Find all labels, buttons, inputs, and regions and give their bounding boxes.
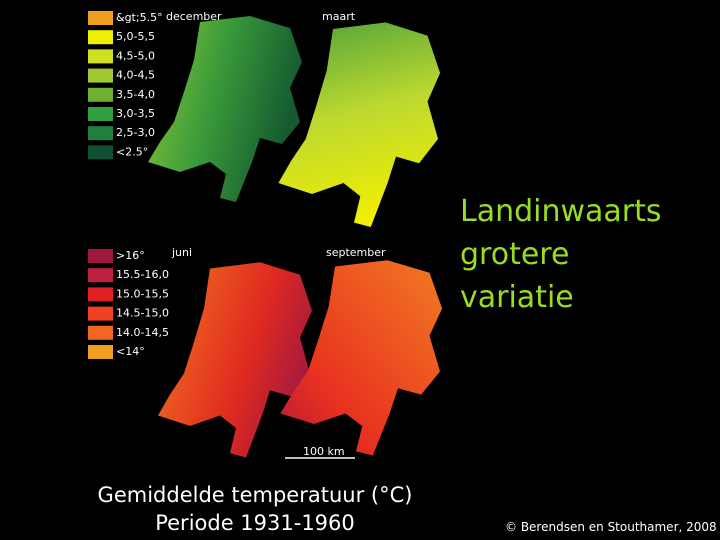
legend-swatch [88,325,113,340]
map-label: september [326,246,386,259]
legend-swatch [88,11,113,25]
legend-swatch [88,87,113,102]
legend-label: 4,0-4,5 [116,69,155,82]
legend-label: 2,5-3,0 [116,126,155,139]
map-label: juni [171,246,192,259]
legend-swatch [88,30,113,45]
legend-swatch [88,306,113,321]
side-text: Landinwaarts [460,194,662,229]
legend-label: >16° [116,249,145,262]
legend-swatch [88,107,113,121]
legend-swatch [88,268,113,283]
side-text: variatie [460,280,574,315]
legend-swatch [88,145,113,160]
side-text: grotere [460,237,569,272]
map-label: maart [322,10,356,23]
legend-label: 3,0-3,5 [116,107,155,120]
legend-label: &gt;5.5° [116,11,163,24]
map-december [148,16,302,202]
legend-swatch [88,126,113,141]
legend-swatch [88,287,113,302]
legend-swatch [88,345,113,359]
map-maart [278,22,441,228]
legend-label: <14° [116,345,145,358]
legend-swatch [88,49,113,64]
legend-label: 15.5-16,0 [116,268,169,281]
legend-label: 14.0-14,5 [116,326,169,339]
legend-label: 14.5-15,0 [116,307,169,320]
legend-label: 3,5-4,0 [116,88,155,101]
legend-swatch [88,249,113,263]
legend-label: 15.0-15,5 [116,287,169,300]
legend-label: 5,0-5,5 [116,30,155,43]
map-juni [158,262,312,458]
caption: Gemiddelde temperatuur (°C) [98,483,413,507]
map-label: december [166,10,222,23]
legend-label: 4,5-5,0 [116,49,155,62]
legend-label: <2.5° [116,145,148,158]
copyright: © Berendsen en Stouthamer, 2008 [505,520,717,534]
caption: Periode 1931-1960 [155,511,355,535]
legend-swatch [88,68,113,83]
legends: &gt;5.5° 5,0-5,5 4,5-5,0 4,0-4,5 3,5-4,0 3,0-… [88,11,169,359]
scale-label: 100 km [303,445,345,458]
